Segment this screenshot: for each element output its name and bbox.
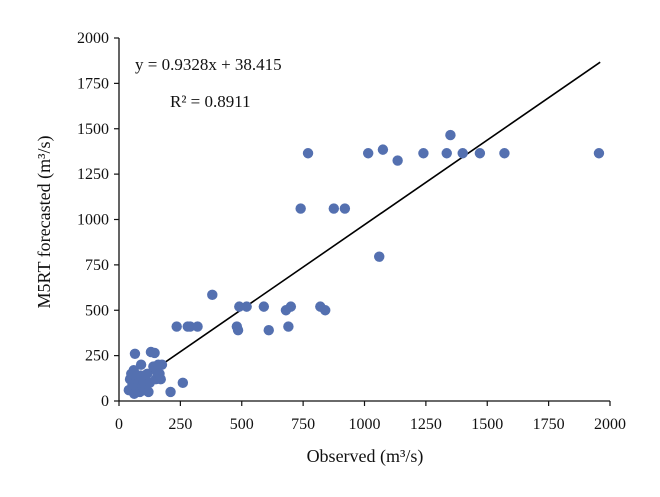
y-tick-label: 500 — [85, 302, 109, 319]
y-tick-label: 0 — [101, 393, 109, 410]
y-tick-label: 1250 — [77, 166, 109, 183]
data-point — [241, 301, 252, 312]
data-point — [441, 148, 452, 159]
data-point — [283, 321, 294, 332]
data-point — [142, 368, 153, 379]
x-tick-label: 500 — [230, 416, 254, 433]
data-point — [295, 203, 306, 214]
data-point — [192, 321, 203, 332]
data-point — [418, 148, 429, 159]
data-point — [149, 347, 160, 359]
data-point — [339, 203, 351, 214]
x-tick-label: 1000 — [349, 416, 381, 433]
data-point — [320, 305, 331, 316]
data-point — [263, 325, 274, 336]
data-point — [374, 251, 385, 262]
equation-annotation: y = 0.9328x + 38.415 — [135, 55, 282, 74]
x-tick-label: 1750 — [533, 416, 565, 433]
data-point — [177, 377, 189, 389]
x-tick-label: 750 — [291, 416, 315, 433]
x-axis-title: Observed (m³/s) — [307, 446, 424, 467]
data-point — [302, 148, 314, 159]
data-point — [474, 148, 486, 159]
y-tick-label: 250 — [85, 348, 109, 365]
ticks: 0 250 500 750 1000 1250 1500 1750 2000 0 250 500 750… — [77, 30, 626, 433]
y-tick-label: 1750 — [77, 75, 109, 92]
data-point — [362, 148, 374, 159]
data-point — [285, 301, 297, 312]
data-point — [156, 359, 168, 370]
data-point — [129, 348, 141, 360]
data-point — [445, 129, 456, 141]
data-point — [234, 301, 245, 312]
data-point — [184, 321, 196, 332]
data-point — [207, 289, 218, 301]
y-tick-label: 750 — [85, 257, 109, 274]
y-tick-label: 1500 — [77, 121, 109, 138]
data-point — [232, 325, 244, 336]
data-point — [499, 148, 510, 159]
data-point — [171, 321, 182, 332]
data-point — [143, 386, 154, 398]
y-tick-label: 1000 — [77, 212, 109, 229]
data-points — [123, 129, 605, 399]
x-tick-label: 0 — [115, 416, 123, 433]
data-point — [593, 148, 605, 159]
data-point — [155, 374, 166, 385]
x-tick-label: 2000 — [594, 416, 626, 433]
data-point — [165, 386, 176, 398]
data-point — [328, 203, 340, 214]
x-tick-label: 250 — [168, 416, 192, 433]
data-point — [258, 301, 270, 312]
data-point — [377, 144, 389, 155]
data-point — [457, 148, 468, 159]
y-axis-title: M5RT forecasted (m³/s) — [34, 136, 55, 309]
r-squared-annotation: R² = 0.8911 — [170, 92, 251, 111]
y-tick-label: 2000 — [77, 30, 109, 47]
data-point — [135, 359, 147, 370]
x-tick-label: 1250 — [410, 416, 442, 433]
x-tick-label: 1500 — [471, 416, 503, 433]
data-point — [392, 155, 403, 166]
trend-line — [128, 61, 601, 388]
